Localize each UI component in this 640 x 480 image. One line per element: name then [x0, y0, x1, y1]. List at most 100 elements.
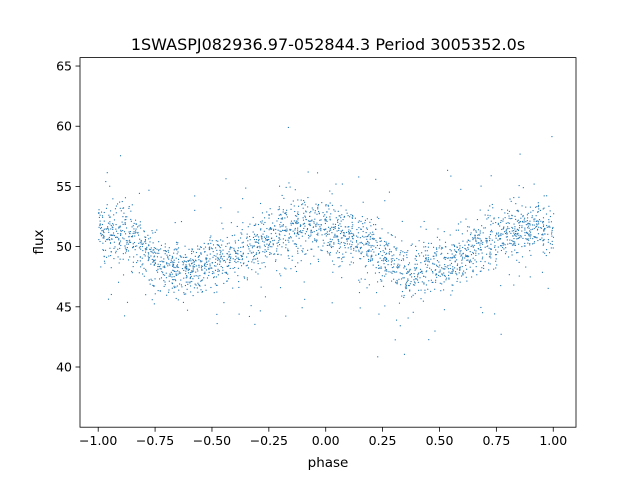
data-point	[531, 224, 534, 226]
data-point	[511, 230, 513, 232]
data-point	[253, 224, 255, 227]
data-point	[145, 294, 147, 296]
data-point	[269, 252, 271, 254]
data-point	[305, 253, 307, 255]
data-point	[517, 232, 519, 234]
data-point	[255, 253, 257, 255]
data-point	[387, 232, 389, 234]
data-point	[503, 227, 505, 229]
data-point	[412, 284, 414, 286]
data-point	[370, 218, 372, 221]
data-point	[331, 232, 333, 234]
data-point	[329, 202, 331, 204]
data-point	[173, 279, 175, 281]
data-point	[313, 222, 315, 224]
data-point	[500, 220, 502, 222]
data-point	[237, 257, 239, 259]
data-point	[222, 240, 224, 242]
data-point	[128, 236, 130, 238]
data-point	[406, 280, 408, 282]
data-point	[360, 228, 362, 230]
data-point	[366, 251, 368, 253]
data-point	[430, 290, 432, 292]
data-point	[350, 248, 352, 250]
data-point	[131, 272, 133, 274]
data-point	[144, 255, 146, 257]
data-point	[438, 247, 440, 249]
data-point	[151, 251, 153, 253]
data-point	[110, 251, 112, 253]
data-point	[318, 212, 320, 214]
data-point	[425, 257, 427, 260]
data-point	[171, 257, 173, 259]
data-point	[253, 238, 255, 241]
data-point	[201, 265, 203, 267]
data-point	[279, 234, 281, 236]
data-point	[513, 197, 515, 199]
data-point	[282, 224, 284, 226]
data-point	[237, 253, 239, 255]
data-point	[136, 245, 138, 247]
data-point	[172, 263, 174, 265]
data-point	[506, 233, 508, 235]
data-point	[100, 233, 102, 235]
data-point	[183, 262, 185, 264]
data-point	[281, 194, 283, 196]
data-point	[341, 214, 343, 216]
data-point	[153, 259, 155, 261]
data-point	[234, 250, 236, 252]
data-point	[324, 214, 326, 216]
data-point	[351, 227, 353, 230]
data-point	[264, 221, 266, 224]
data-point	[459, 269, 461, 271]
data-point	[153, 263, 155, 266]
data-point	[201, 290, 204, 293]
data-point	[310, 248, 312, 250]
data-point	[131, 247, 134, 249]
data-point	[175, 241, 178, 243]
data-point	[133, 222, 135, 224]
data-point	[138, 272, 140, 274]
data-point	[473, 249, 476, 251]
data-point	[148, 257, 150, 259]
data-point	[138, 247, 140, 249]
data-point	[332, 223, 334, 225]
data-point	[491, 231, 493, 233]
data-point	[287, 126, 289, 129]
data-point	[534, 236, 536, 238]
data-point	[248, 315, 250, 318]
data-point	[490, 231, 492, 233]
data-point	[189, 264, 191, 267]
data-point	[390, 234, 392, 236]
data-point	[376, 216, 378, 218]
data-point	[133, 231, 135, 233]
data-point	[383, 251, 385, 253]
data-point	[244, 277, 246, 279]
data-point	[466, 249, 468, 251]
data-point	[427, 259, 429, 261]
data-point	[372, 248, 374, 251]
data-point	[504, 217, 506, 219]
data-point	[458, 267, 461, 269]
data-point	[297, 227, 299, 229]
data-point	[195, 271, 197, 273]
data-point	[501, 242, 503, 244]
data-point	[295, 270, 298, 273]
data-point	[362, 223, 364, 225]
data-point	[533, 220, 535, 222]
data-point	[320, 227, 322, 229]
data-point	[362, 226, 364, 228]
data-point	[226, 280, 228, 282]
data-point	[460, 250, 462, 252]
data-point	[436, 265, 438, 267]
data-point	[473, 229, 475, 231]
data-point	[425, 271, 427, 273]
data-point	[448, 274, 450, 276]
data-point	[156, 252, 158, 254]
data-point	[297, 252, 299, 254]
data-point	[197, 275, 199, 277]
data-point	[412, 294, 414, 296]
data-point	[414, 263, 416, 265]
data-point	[249, 250, 251, 252]
data-point	[391, 280, 393, 282]
